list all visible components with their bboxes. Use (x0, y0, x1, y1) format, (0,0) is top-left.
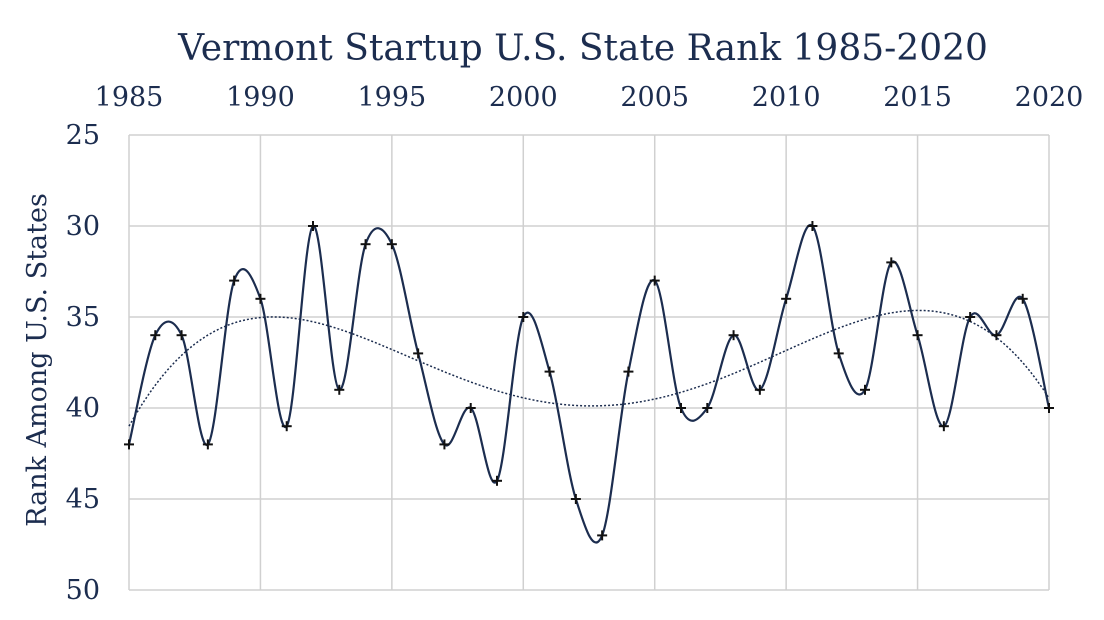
data-point (518, 312, 529, 322)
x-tick-label: 2010 (752, 82, 821, 113)
y-axis-ticks: 25 30 35 40 45 50 (66, 120, 100, 606)
x-tick-label: 1985 (95, 82, 164, 113)
y-tick-label: 45 (66, 484, 100, 515)
data-point (991, 330, 1002, 341)
data-point (439, 439, 450, 450)
data-point (465, 403, 476, 413)
data-point (597, 530, 608, 541)
x-tick-label: 2015 (883, 82, 952, 113)
data-point (728, 330, 739, 341)
x-axis-ticks: 1985 1990 1995 2000 2005 2010 2015 2020 (95, 82, 1084, 113)
y-tick-label: 50 (66, 575, 100, 606)
data-point (860, 384, 870, 395)
data-point (544, 366, 555, 377)
data-point (912, 330, 923, 341)
x-tick-label: 2000 (489, 82, 558, 113)
chart-title: Vermont Startup U.S. State Rank 1985-202… (177, 28, 988, 69)
data-point (649, 275, 660, 286)
y-tick-label: 35 (66, 302, 100, 333)
data-point (570, 494, 581, 504)
data-point (334, 384, 345, 395)
data-point (413, 348, 424, 359)
data-point (1044, 403, 1054, 413)
data-point (360, 239, 371, 250)
data-point (676, 403, 686, 413)
data-point (807, 221, 818, 231)
y-tick-label: 30 (66, 211, 100, 242)
data-point (202, 439, 213, 450)
data-point (308, 221, 318, 231)
data-point (781, 293, 792, 304)
data-point (150, 330, 161, 341)
data-point (281, 421, 292, 432)
data-point (176, 330, 187, 341)
data-point (938, 421, 949, 432)
data-point (965, 312, 976, 322)
data-point (702, 403, 713, 413)
data-point (1017, 293, 1028, 304)
data-point (833, 348, 844, 359)
y-tick-label: 40 (66, 393, 100, 424)
data-point (886, 257, 897, 268)
data-point (124, 439, 134, 450)
data-point (492, 475, 502, 486)
grid (128, 134, 1050, 591)
y-tick-label: 25 (66, 120, 100, 151)
data-point (623, 366, 634, 377)
x-tick-label: 2020 (1015, 82, 1084, 113)
y-axis-label: Rank Among U.S. States (22, 193, 53, 527)
data-point (229, 275, 240, 286)
x-tick-label: 1995 (357, 82, 426, 113)
x-tick-label: 1990 (226, 82, 295, 113)
series-line (127, 223, 1051, 544)
x-tick-label: 2005 (620, 82, 689, 113)
trendline (128, 309, 1050, 427)
data-point (255, 293, 266, 304)
data-point (754, 384, 765, 395)
markers (124, 221, 1054, 541)
data-point (386, 239, 397, 250)
